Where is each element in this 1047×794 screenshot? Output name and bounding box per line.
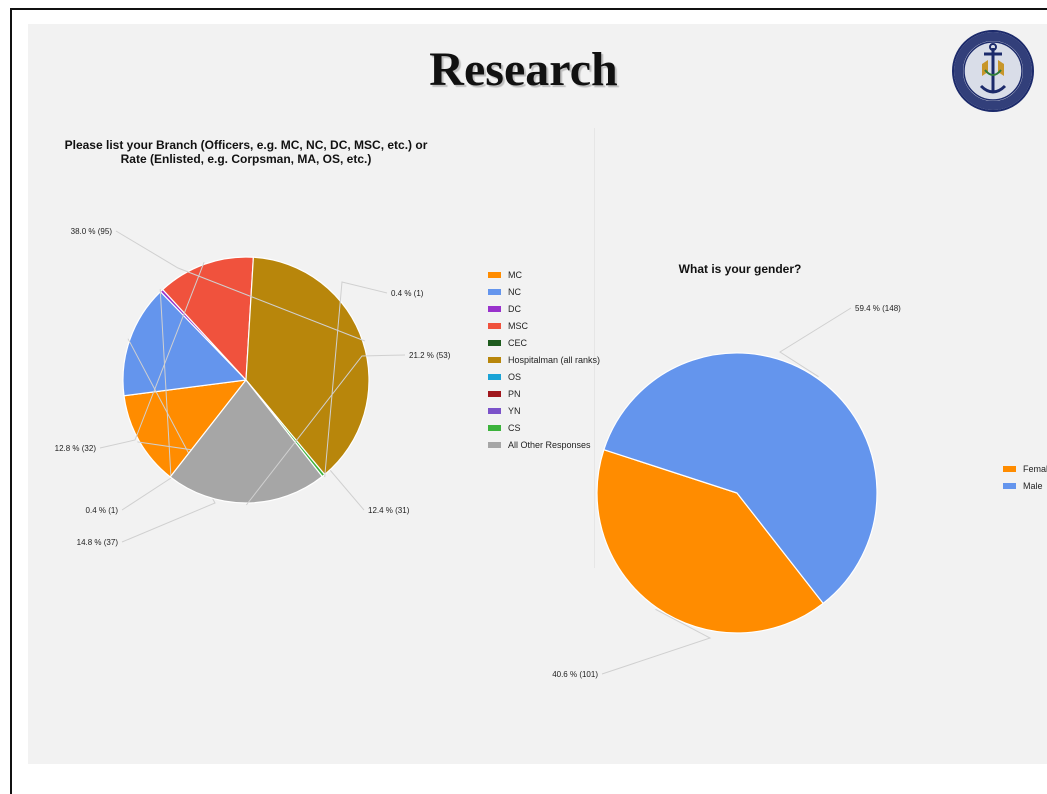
branch-slice-nc [122, 290, 248, 397]
branch-label-msc: 12.8 % (32) [55, 444, 97, 453]
branch-legend-item-pn: PN [488, 385, 600, 402]
branch-pie: 12.4 % (31) 14.8 % (37) 0.4 % (1) 12.8 % (3… [55, 227, 451, 547]
gender-chart-title: What is your gender? [640, 262, 840, 276]
gender-chart-title-line-1: What is your gender? [678, 262, 802, 276]
branch-leader-nc [121, 338, 216, 543]
branch-legend-item-msc: MSC [488, 317, 600, 334]
branch-chart-title-line-2: Rate (Enlisted, e.g. Corpsman, MA, OS, e… [120, 152, 372, 166]
branch-legend-swatch-pn [488, 390, 501, 397]
branch-legend-label-mc: MC [508, 269, 522, 280]
branch-slice-mc [123, 379, 248, 478]
branch-legend: MC NC DC MSC CEC Hospitalman (all ranks) OS PN Y… [488, 266, 600, 453]
branch-legend-label-msc: MSC [508, 320, 528, 331]
gender-label-male: 59.4 % (148) [855, 304, 901, 313]
branch-label-cs: 0.4 % (1) [391, 289, 424, 298]
branch-label-nc: 14.8 % (37) [77, 538, 119, 547]
branch-legend-swatch-all-other-responses [488, 441, 501, 448]
branch-leader-cs [324, 281, 388, 478]
branch-chart-title-line-1: Please list your Branch (Officers, e.g. … [64, 138, 428, 152]
gender-pie: 40.6 % (101) 59.4 % (148) [552, 304, 901, 679]
branch-legend-label-cs: CS [508, 422, 521, 433]
branch-slice-msc [161, 256, 255, 382]
branch-legend-label-dc: DC [508, 303, 521, 314]
slide-title: Research [429, 43, 618, 96]
gender-leader-male [779, 307, 852, 378]
branch-legend-label-hospitalman-all-ranks: Hospitalman (all ranks) [508, 354, 601, 365]
gender-legend-item-femal: Femal [1003, 460, 1047, 477]
branch-legend-swatch-cs [488, 424, 501, 431]
gender-legend: Femal Male [1003, 460, 1047, 494]
chart-divider [594, 128, 595, 568]
branch-label-hospitalman-all-ranks: 38.0 % (95) [71, 227, 113, 236]
branch-legend-label-yn: YN [508, 405, 521, 416]
branch-legend-item-os: OS [488, 368, 600, 385]
branch-legend-label-nc: NC [508, 286, 521, 297]
branch-legend-swatch-yn [488, 407, 501, 414]
branch-legend-swatch-msc [488, 322, 501, 329]
branch-legend-swatch-nc [488, 288, 501, 295]
branch-chart-title: Please list your Branch (Officers, e.g. … [46, 138, 446, 166]
branch-legend-swatch-dc [488, 305, 501, 312]
branch-legend-label-pn: PN [508, 388, 521, 399]
branch-legend-item-cec: CEC [488, 334, 600, 351]
branch-legend-swatch-mc [488, 271, 501, 278]
branch-legend-item-cs: CS [488, 419, 600, 436]
branch-legend-item-hospitalman-all-ranks: Hospitalman (all ranks) [488, 351, 600, 368]
branch-slice-hospitalman-all-ranks [245, 256, 370, 476]
branch-leader-all-other-responses [245, 354, 406, 506]
branch-legend-swatch-cec [488, 339, 501, 346]
branch-legend-item-mc: MC [488, 266, 600, 283]
branch-legend-swatch-os [488, 373, 501, 380]
branch-legend-item-yn: YN [488, 402, 600, 419]
gender-legend-item-male: Male [1003, 477, 1047, 494]
branch-leader-msc [99, 262, 205, 449]
branch-legend-item-dc: DC [488, 300, 600, 317]
branch-label-mc: 12.4 % (31) [368, 506, 410, 515]
gender-leader-femal [601, 608, 712, 675]
gender-legend-label-femal: Femal [1023, 463, 1047, 474]
branch-legend-item-nc: NC [488, 283, 600, 300]
branch-leader-hospitalman-all-ranks [115, 230, 365, 342]
branch-legend-label-os: OS [508, 371, 522, 382]
gender-legend-label-male: Male [1023, 480, 1043, 491]
gender-slice-male [603, 352, 878, 605]
gender-legend-swatch-femal [1003, 465, 1016, 472]
branch-label-dc: 0.4 % (1) [86, 506, 119, 515]
naval-hospital-seal-icon [952, 30, 1034, 112]
gender-legend-swatch-male [1003, 482, 1016, 489]
gender-slice-femal [596, 448, 825, 634]
branch-legend-swatch-hospitalman-all-ranks [488, 356, 501, 363]
branch-legend-label-all-other-responses: All Other Responses [508, 439, 591, 450]
gender-label-femal: 40.6 % (101) [552, 670, 598, 679]
branch-slice-all-other-responses [169, 379, 324, 504]
branch-legend-label-cec: CEC [508, 337, 528, 348]
branch-label-all-other-responses: 21.2 % (53) [409, 351, 451, 360]
slide-frame [10, 8, 1047, 794]
branch-legend-item-all-other-responses: All Other Responses [488, 436, 600, 453]
